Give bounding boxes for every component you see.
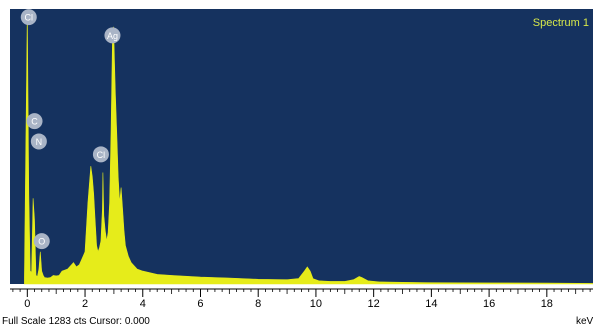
- x-tick-label: 6: [197, 298, 203, 310]
- footer-status: Full Scale 1283 cts Cursor: 0.000: [2, 316, 150, 327]
- x-tick-label: 16: [483, 298, 495, 310]
- peak-label-n[interactable]: N: [30, 133, 47, 150]
- peak-label-badge: [92, 146, 109, 163]
- peak-label-badge: [30, 133, 47, 150]
- peak-label-text: Ag: [107, 31, 118, 41]
- x-tick-label: 0: [24, 298, 30, 310]
- peak-label-badge: [20, 9, 37, 26]
- x-tick-label: 18: [541, 298, 553, 310]
- peak-label-text: Cl: [97, 150, 106, 160]
- x-tick-label: 8: [255, 298, 261, 310]
- spectrum-title: Spectrum 1: [533, 17, 589, 29]
- spectrum-area: [24, 10, 593, 285]
- peak-label-badge: [26, 113, 43, 130]
- plot-area[interactable]: [10, 9, 593, 284]
- peak-label-ag[interactable]: Ag: [104, 27, 121, 44]
- peak-label-badge: [33, 233, 50, 250]
- peak-label-text: N: [36, 137, 43, 147]
- x-axis-unit: keV: [576, 316, 593, 327]
- peak-labels: Cl Ag CN Cl O: [20, 9, 121, 250]
- x-tick-label: 14: [425, 298, 437, 310]
- peak-label-text: Cl: [25, 13, 34, 23]
- x-tick-label: 4: [140, 298, 146, 310]
- peak-label-cl[interactable]: Cl: [92, 146, 109, 163]
- peak-label-text: C: [31, 117, 38, 127]
- x-tick-label: 10: [310, 298, 322, 310]
- x-tick-label: 12: [368, 298, 380, 310]
- peak-label-badge: [104, 27, 121, 44]
- x-tick-label: 2: [82, 298, 88, 310]
- peak-label-text: O: [38, 237, 45, 247]
- peak-label-c[interactable]: C: [26, 113, 43, 130]
- peak-label-cl[interactable]: Cl: [20, 9, 37, 26]
- peak-label-o[interactable]: O: [33, 233, 50, 250]
- x-axis: 0 2 4 6 8 10 12 14 16 18: [10, 288, 593, 310]
